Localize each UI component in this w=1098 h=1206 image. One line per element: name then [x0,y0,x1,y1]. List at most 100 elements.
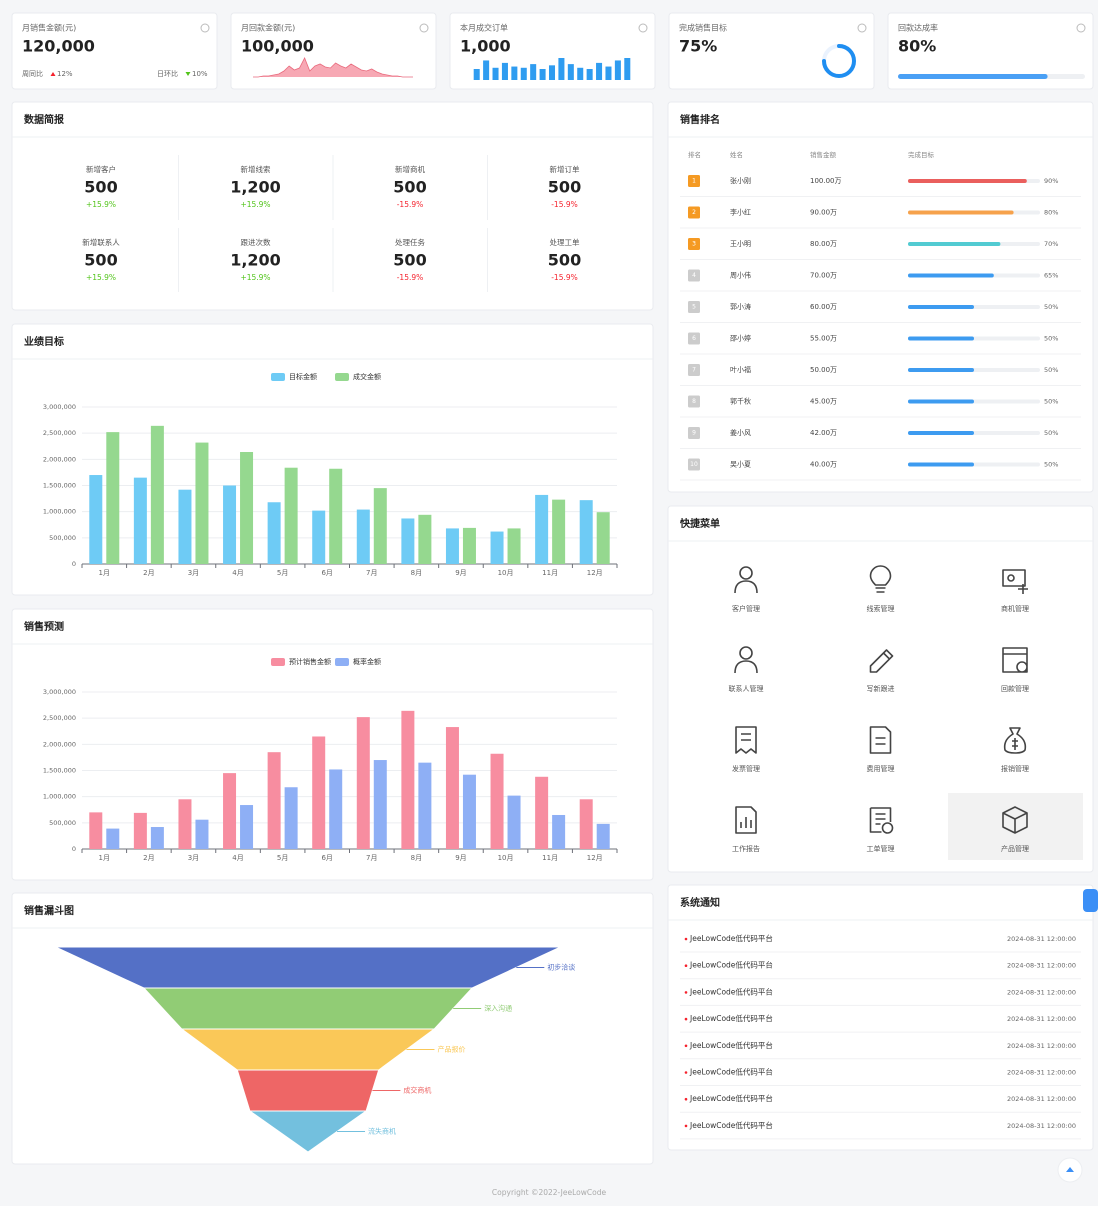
rank-amount: 45.00万 [810,398,837,406]
bar [106,432,120,564]
y-tick-label: 500,000 [49,819,76,827]
stat-footer-label: 日环比 [157,69,178,78]
rank-percent: 50% [1044,461,1058,469]
legend-swatch [271,373,285,381]
sparkline-bar [558,58,565,80]
menu-icon [869,726,892,754]
card-title: 销售排名 [680,113,720,126]
settings-button[interactable] [1083,889,1098,912]
stat-title: 完成销售目标 [679,23,727,33]
y-tick-label: 2,000,000 [43,740,76,748]
stat-value: 75% [679,37,717,56]
bar [240,452,254,564]
bar [312,736,326,849]
sparkline-bar [577,67,584,80]
report-value: 500 [548,251,581,270]
notice-text[interactable]: JeeLowCode低代码平台 [689,1120,773,1130]
report-label: 新增客户 [86,164,116,174]
menu-label[interactable]: 工作报告 [732,844,760,853]
bar [596,512,610,564]
notice-text[interactable]: JeeLowCode低代码平台 [689,1067,773,1077]
notice-dot [684,1097,688,1101]
report-label: 新增联系人 [82,237,120,247]
menu-label[interactable]: 产品管理 [1001,844,1029,853]
bar [133,812,147,849]
menu-label[interactable]: 联系人管理 [729,684,764,693]
menu-label[interactable]: 费用管理 [867,764,895,773]
menu-label[interactable]: 商机管理 [1001,604,1029,613]
rank-badge [688,458,700,471]
bar [312,510,326,564]
rank-amount: 42.00万 [810,429,837,437]
rank-name: 邵小婷 [730,334,751,343]
report-change: +15.9% [86,200,116,209]
notice-text[interactable]: JeeLowCode低代码平台 [689,986,773,996]
sparkline-bar [473,69,480,80]
notice-dot [684,1044,688,1048]
rank-number: 8 [692,398,696,405]
bar [445,727,459,849]
notice-text[interactable]: JeeLowCode低代码平台 [689,1093,773,1103]
rank-badge [688,301,700,313]
sparkline-bar [483,60,490,80]
rank-bar [908,305,974,309]
menu-icon [734,646,758,674]
rank-badge [688,175,700,187]
legend-label: 目标金额 [289,372,317,381]
sparkline-bar [567,64,574,80]
rank-bar [908,179,1027,183]
ranking-header: 完成目标 [908,150,935,159]
menu-label[interactable]: 工单管理 [867,844,895,853]
rank-amount: 100.00万 [810,177,842,185]
x-tick-label: 9月 [455,854,466,862]
ranking-header: 销售金额 [810,150,837,159]
report-label: 跟进次数 [241,237,271,247]
y-tick-label: 2,500,000 [43,714,76,722]
rank-badge [688,332,700,345]
funnel-label: 成交商机 [403,1086,431,1095]
menu-label[interactable]: 发票管理 [732,764,760,773]
bar [462,774,476,849]
x-tick-label: 9月 [455,569,466,577]
notice-time: 2024-08-31 12:00:00 [1007,962,1076,970]
card-title: 系统通知 [680,896,720,909]
report-value: 500 [548,178,581,197]
menu-label[interactable]: 客户管理 [732,604,760,613]
rank-name: 吴小夏 [730,460,751,469]
rank-bar [908,336,974,341]
stat-title: 月回款金额(元) [241,23,295,33]
y-tick-label: 1,000,000 [43,793,76,801]
bar [356,717,370,849]
notice-time: 2024-08-31 12:00:00 [1007,1015,1076,1023]
stat-footer-change: 12% [57,70,73,78]
notice-text[interactable]: JeeLowCode低代码平台 [689,933,773,943]
card-title: 数据简报 [24,113,64,126]
stat-title: 月销售金额(元) [22,23,76,33]
bar [178,799,192,849]
bar [150,425,164,564]
bar [535,494,549,564]
x-tick-label: 1月 [99,569,110,577]
ranking-header: 排名 [688,150,701,159]
menu-label[interactable]: 线索管理 [867,604,895,613]
menu-label[interactable]: 回款管理 [1001,684,1029,693]
funnel-layer [55,946,561,989]
rank-bar [908,462,974,467]
menu-label[interactable]: 写新跟进 [867,684,895,693]
notice-text[interactable]: JeeLowCode低代码平台 [689,1013,773,1023]
sparkline-bar [548,65,556,80]
rank-percent: 80% [1044,209,1058,217]
notice-text[interactable]: JeeLowCode低代码平台 [689,1040,773,1050]
notice-text[interactable]: JeeLowCode低代码平台 [689,960,773,970]
rank-amount: 40.00万 [810,461,837,469]
report-change: -15.9% [397,200,424,209]
notice-dot [684,1124,688,1128]
x-tick-label: 6月 [321,569,332,577]
stat-value: 100,000 [241,37,314,56]
x-tick-label: 1月 [99,854,110,862]
bar [552,499,566,564]
bar [373,760,387,849]
card [230,12,437,90]
rank-number: 1 [692,178,696,185]
menu-label[interactable]: 报销管理 [1001,764,1029,773]
